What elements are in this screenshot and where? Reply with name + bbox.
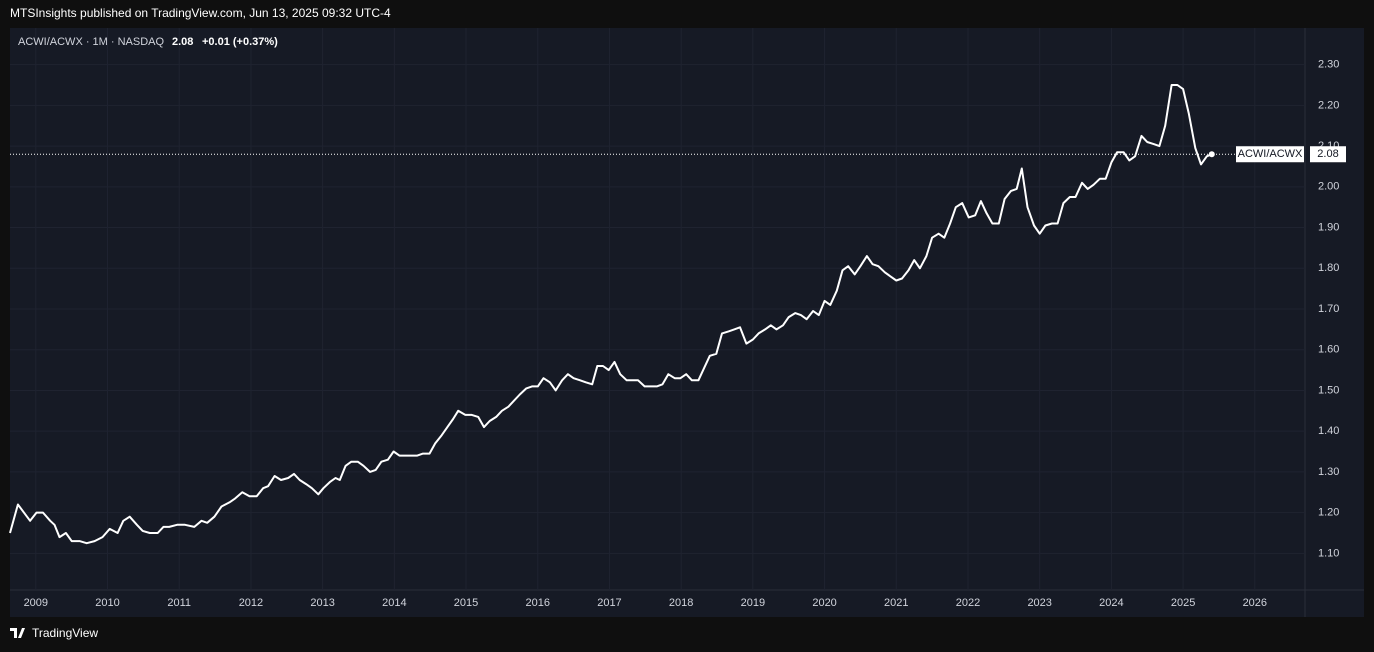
y-tick-label: 1.70 [1318,303,1339,315]
y-tick-label: 1.30 [1318,466,1339,478]
grid [10,28,1305,590]
y-tick-label: 1.60 [1318,344,1339,356]
x-tick-label: 2017 [597,597,621,609]
x-tick-label: 2019 [741,597,765,609]
x-tick-label: 2020 [812,597,836,609]
price-tag [1310,146,1346,163]
last-price: 2.08 [172,36,193,48]
symbol-tag-label: ACWI/ACWX [1238,148,1303,160]
symbol: ACWI/ACWX · 1M · NASDAQ [18,36,165,48]
x-tick-label: 2022 [956,597,980,609]
x-tick-label: 2012 [239,597,263,609]
x-tick-label: 2011 [167,597,191,609]
x-tick-label: 2014 [382,597,406,609]
x-tick-label: 2010 [95,597,119,609]
logo-icon [10,628,25,638]
brand: TradingView [32,626,98,640]
x-tick-label: 2016 [526,597,550,609]
last-point [1208,151,1215,158]
x-tick-label: 2024 [1099,597,1123,609]
y-tick-label: 2.20 [1318,99,1339,111]
price-line [9,84,1213,545]
x-tick-label: 2026 [1243,597,1267,609]
plot [9,84,1305,545]
y-tick-label: 1.90 [1318,221,1339,233]
y-tick-label: 1.50 [1318,384,1339,396]
y-tick-label: 2.30 [1318,59,1339,71]
x-tick-label: 2013 [310,597,334,609]
y-tick-label: 1.40 [1318,425,1339,437]
logo: TradingView [10,626,98,640]
y-tick-label: 1.20 [1318,507,1339,519]
publisher: MTSInsights published on TradingView.com… [10,6,391,20]
y-tick-label: 1.10 [1318,547,1339,559]
x-tick-label: 2015 [454,597,478,609]
y-tick-label: 2.00 [1318,181,1339,193]
x-tick-label: 2009 [24,597,48,609]
x-tick-label: 2021 [884,597,908,609]
x-tick-label: 2018 [669,597,693,609]
x-tick-label: 2023 [1027,597,1051,609]
y-tick-label: 1.80 [1318,262,1339,274]
symbol-tag [1236,146,1304,163]
chart-panel [10,28,1364,617]
change: +0.01 (+0.37%) [202,36,278,48]
x-tick-label: 2025 [1171,597,1195,609]
price-tag-label: 2.08 [1317,148,1338,160]
